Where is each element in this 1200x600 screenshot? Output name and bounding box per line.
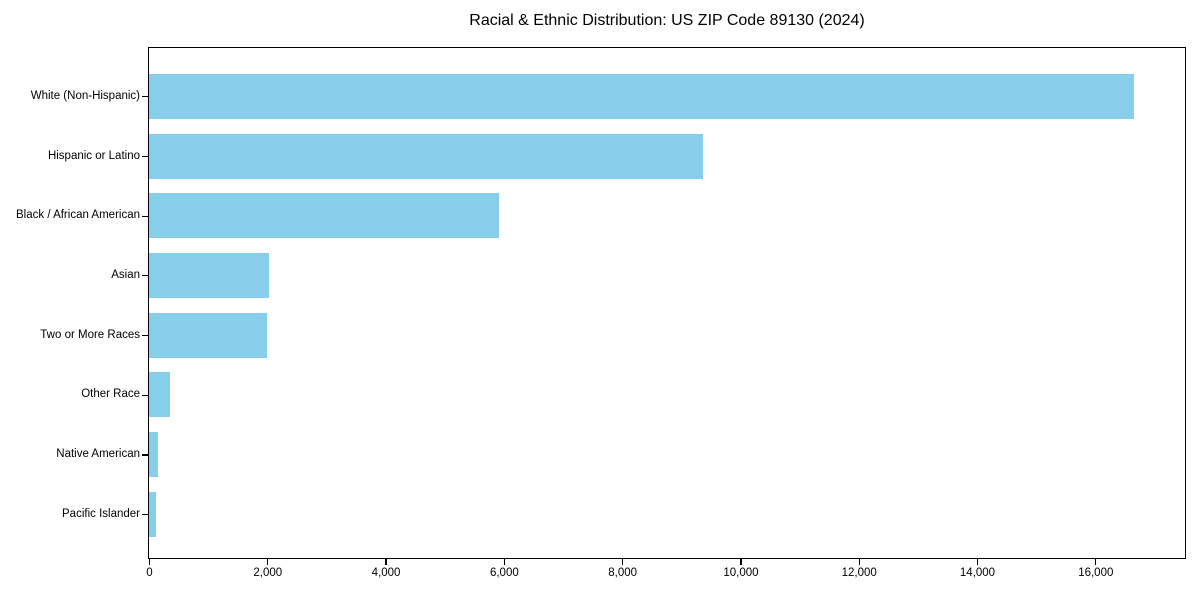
x-tick-label: 2,000 [253,567,283,579]
x-tick-label: 4,000 [371,567,401,579]
x-tick-mark [503,559,505,565]
x-tick-mark [740,559,742,565]
y-tick-label: Native American [56,448,140,460]
x-tick-mark [858,559,860,565]
y-tick-mark [142,394,148,396]
x-tick-label: 14,000 [959,567,996,579]
bar [149,491,156,537]
y-tick-mark [142,514,148,516]
y-tick-mark [142,454,148,456]
y-tick-label: White (Non-Hispanic) [30,89,140,102]
bar [149,193,499,239]
bar [149,372,170,418]
x-tick-mark [385,559,387,565]
y-tick-mark [142,215,148,217]
y-tick-mark [142,96,148,98]
bar [149,133,703,179]
bar [149,252,270,298]
x-tick-mark [267,559,269,565]
x-tick-label: 6,000 [489,567,519,579]
y-tick-label: Black / African American [16,209,140,222]
chart-title: Racial & Ethnic Distribution: US ZIP Cod… [469,12,865,29]
bar [149,432,158,477]
y-tick-mark [142,275,148,277]
y-tick-label: Other Race [81,388,140,401]
x-tick-label: 16,000 [1078,567,1114,579]
plot-area [148,47,1186,559]
x-tick-mark [976,559,979,565]
x-tick-label: 12,000 [841,567,877,579]
y-tick-label: Two or More Races [40,328,140,341]
x-tick-label: 0 [146,567,153,579]
x-tick-mark [622,559,624,565]
x-tick-label: 10,000 [723,567,759,579]
bar [149,312,267,358]
x-tick-label: 8,000 [608,567,638,579]
y-tick-label: Pacific Islander [62,507,140,520]
bar [149,73,1134,119]
x-tick-mark [1095,559,1097,565]
y-tick-label: Asian [111,268,140,281]
x-tick-mark [148,559,151,565]
y-tick-mark [142,155,148,158]
y-tick-mark [142,335,148,337]
y-tick-label: Hispanic or Latino [47,149,140,162]
